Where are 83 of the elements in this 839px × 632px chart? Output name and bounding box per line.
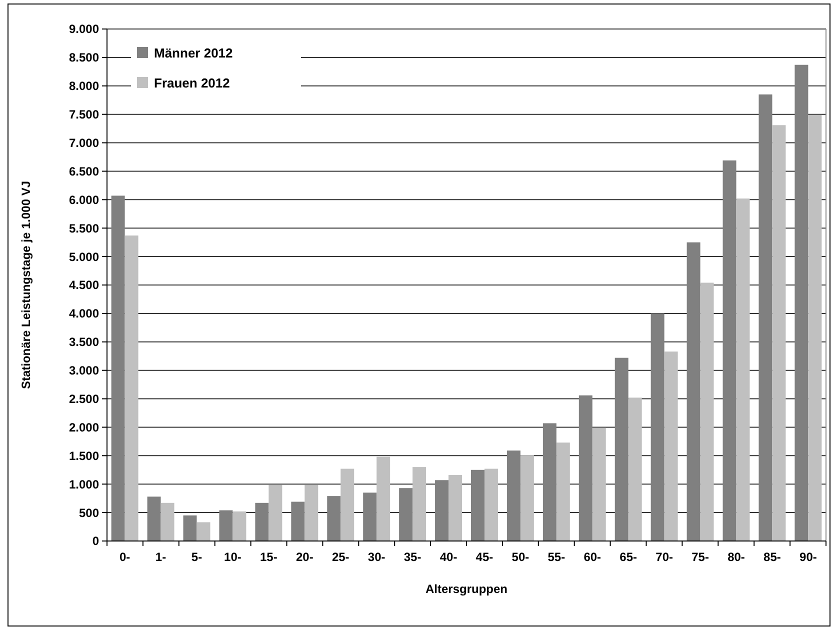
bar	[219, 510, 233, 541]
bar	[340, 468, 354, 541]
y-tick-label: 6.500	[68, 164, 100, 178]
bar	[578, 395, 592, 541]
bar	[376, 456, 390, 541]
x-tick-label: 45-	[476, 550, 494, 564]
y-tick-label: 4.000	[68, 306, 100, 321]
bar	[686, 242, 700, 541]
bar	[196, 522, 210, 541]
bar	[556, 442, 570, 541]
bar	[363, 492, 377, 541]
y-tick-label: 0	[92, 534, 100, 548]
x-tick-label: 25-	[332, 550, 350, 564]
y-tick-label: 5.500	[68, 221, 100, 236]
x-tick-label: 1-	[155, 550, 166, 564]
bar	[614, 358, 628, 541]
x-tick-label: 10-	[224, 550, 242, 564]
bar	[268, 484, 282, 541]
bar	[506, 450, 520, 541]
x-tick-label: 80-	[728, 550, 745, 564]
bar	[435, 480, 449, 541]
x-tick-label: 0-	[119, 550, 130, 564]
legend-label: Frauen 2012	[154, 76, 230, 91]
y-tick-label: 4.500	[68, 278, 100, 292]
bar	[124, 236, 138, 541]
y-tick-label: 2.500	[68, 392, 100, 406]
x-tick-label: 70-	[656, 550, 673, 564]
bar	[758, 94, 772, 541]
bar	[542, 423, 556, 541]
bar	[736, 198, 750, 541]
y-tick-label: 7.000	[68, 136, 100, 150]
x-tick-label: 15-	[260, 550, 278, 564]
x-tick-label: 55-	[548, 550, 566, 564]
bar	[183, 515, 197, 541]
bar	[291, 502, 305, 541]
bar	[794, 64, 808, 541]
bar	[664, 352, 678, 541]
bar	[147, 496, 161, 541]
y-tick-label: 500	[78, 506, 100, 520]
bar	[232, 511, 246, 541]
x-tick-label: 90-	[800, 550, 817, 564]
bar	[255, 502, 269, 541]
x-tick-label: 75-	[692, 550, 709, 564]
bar	[772, 125, 786, 541]
x-tick-label: 65-	[620, 550, 638, 564]
legend-label: Männer 2012	[154, 46, 233, 61]
bar	[470, 470, 484, 541]
x-tick-label: 50-	[512, 550, 530, 564]
y-tick-label: 2.000	[68, 420, 100, 434]
x-tick-label: 35-	[404, 550, 422, 564]
y-tick-label: 1.500	[68, 448, 100, 463]
bar	[592, 428, 606, 541]
bar	[650, 313, 664, 541]
y-tick-label: 7.500	[68, 108, 100, 122]
y-tick-label: 5.000	[68, 250, 100, 264]
bar	[628, 398, 642, 541]
x-tick-label: 5-	[191, 550, 202, 564]
bar	[160, 502, 174, 541]
bar	[327, 496, 341, 541]
y-tick-label: 3.000	[68, 364, 100, 378]
bar	[448, 475, 462, 541]
y-tick-label: 9.000	[68, 22, 100, 36]
y-axis-title: Stationäre Leistungstage je 1.000 VJ	[19, 180, 33, 390]
bar	[399, 488, 413, 541]
x-tick-label: 60-	[584, 550, 602, 564]
y-tick-label: 8.000	[68, 79, 100, 94]
bar	[520, 455, 534, 541]
y-tick-label: 3.500	[68, 335, 100, 350]
x-tick-label: 40-	[440, 550, 458, 564]
y-tick-label: 8.500	[68, 50, 100, 65]
bar	[808, 114, 822, 541]
x-tick-label: 85-	[764, 550, 781, 564]
y-tick-label: 1.000	[68, 477, 100, 492]
bar	[304, 484, 318, 541]
bar	[412, 467, 426, 541]
bar	[484, 468, 498, 541]
x-axis-title: Altersgruppen	[425, 582, 508, 596]
x-tick-label: 30-	[368, 550, 386, 564]
x-tick-label: 20-	[296, 550, 314, 564]
bar	[700, 282, 714, 541]
bar	[111, 196, 125, 541]
y-tick-label: 6.000	[68, 192, 100, 207]
bar	[722, 160, 736, 541]
